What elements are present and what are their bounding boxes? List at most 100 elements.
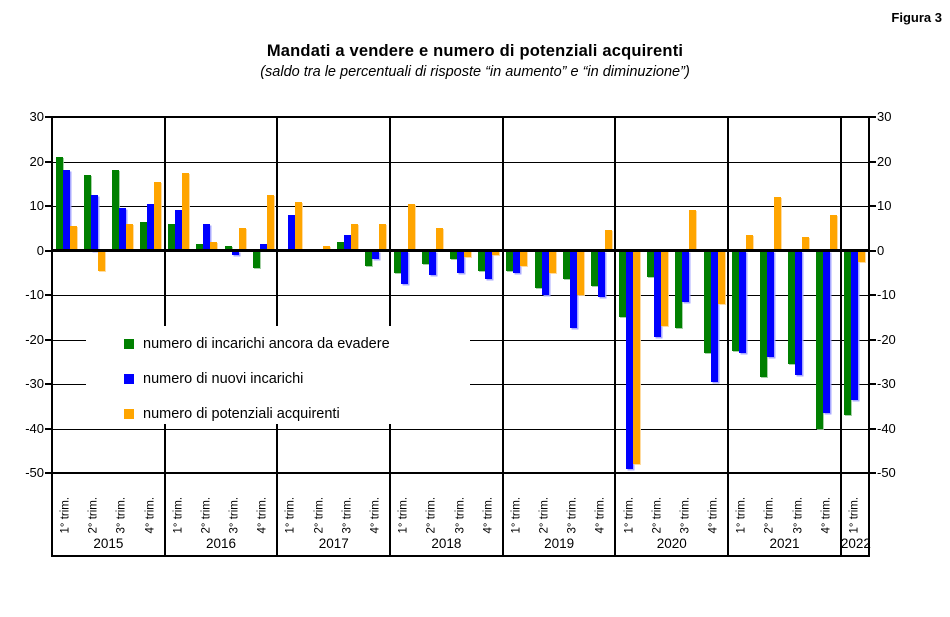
xtick-label-2016-q2: 2° trim. <box>200 496 213 534</box>
bar-potenziali-acquirenti-2018-q3 <box>464 250 471 258</box>
xtick-label-2022-q1: 1° trim. <box>848 496 861 534</box>
bar-incarichi-da-evadere-2017-q3 <box>337 241 345 251</box>
bar-potenziali-acquirenti-2021-q4 <box>830 214 838 251</box>
year-label-2020: 2020 <box>656 536 687 551</box>
ytick-label-right--10: -10 <box>877 287 896 302</box>
gridline-y20 <box>52 161 869 163</box>
xtick-label-2019-q3: 3° trim. <box>566 496 579 534</box>
bar-incarichi-da-evadere-2019-q2 <box>534 250 542 289</box>
bar-nuovi-incarichi-2021-q2 <box>766 250 774 358</box>
bar-potenziali-acquirenti-2017-q2 <box>323 246 331 251</box>
xtick-label-2019-q1: 1° trim. <box>510 496 523 534</box>
bar-incarichi-da-evadere-2017-q4 <box>365 250 373 267</box>
bar-potenziali-acquirenti-2020-q2 <box>661 250 669 327</box>
xtick-label-2017-q3: 3° trim. <box>341 496 354 534</box>
xtick-label-2015-q4: 4° trim. <box>144 496 157 534</box>
bar-nuovi-incarichi-2016-q4 <box>259 243 267 251</box>
bar-incarichi-da-evadere-2018-q1 <box>393 250 401 273</box>
bar-potenziali-acquirenti-2019-q1 <box>520 250 528 267</box>
bar-incarichi-da-evadere-2018-q2 <box>421 250 429 264</box>
bar-nuovi-incarichi-2020-q1 <box>626 250 634 469</box>
bar-incarichi-da-evadere-2022-q1 <box>844 250 852 416</box>
labelbox-border-bottom <box>51 555 870 557</box>
ytick-label-left--30: -30 <box>25 376 44 391</box>
xtick-label-2021-q2: 2° trim. <box>763 496 776 534</box>
ytick-label-left--10: -10 <box>25 287 44 302</box>
bar-potenziali-acquirenti-2018-q1 <box>407 203 415 251</box>
year-label-2021: 2021 <box>769 536 800 551</box>
gridline-y10 <box>52 206 869 207</box>
bar-nuovi-incarichi-2021-q4 <box>823 250 831 413</box>
year-divider-2019 <box>614 117 617 556</box>
xtick-label-2019-q4: 4° trim. <box>594 496 607 534</box>
year-label-2016: 2016 <box>206 536 237 551</box>
bar-incarichi-da-evadere-2019-q3 <box>562 250 570 280</box>
bar-incarichi-da-evadere-2016-q4 <box>252 250 260 269</box>
tick-right-y-20 <box>870 338 876 341</box>
xtick-label-2018-q3: 3° trim. <box>454 496 466 534</box>
bar-incarichi-da-evadere-2016-q3 <box>224 246 232 251</box>
bar-potenziali-acquirenti-2019-q4 <box>604 230 612 251</box>
legend-item-nuovi-incarichi: numero di nuovi incarichi <box>124 369 454 389</box>
tick-left-y-30 <box>45 383 51 385</box>
bar-nuovi-incarichi-2015-q3 <box>118 208 126 251</box>
xtick-label-2018-q1: 1° trim. <box>397 496 410 534</box>
legend-swatch-nuovi-incarichi <box>124 374 134 384</box>
tick-right-y0 <box>870 249 876 252</box>
bar-nuovi-incarichi-2022-q1 <box>851 250 859 400</box>
xtick-label-2018-q4: 4° trim. <box>482 496 495 534</box>
xtick-label-2021-q4: 4° trim. <box>820 496 833 534</box>
bar-incarichi-da-evadere-2015-q3 <box>111 170 119 251</box>
xtick-label-2021-q3: 3° trim. <box>792 496 805 534</box>
year-label-2015: 2015 <box>93 536 124 551</box>
bar-incarichi-da-evadere-2018-q3 <box>450 250 457 260</box>
bar-potenziali-acquirenti-2022-q1 <box>858 250 866 262</box>
year-divider-2020 <box>727 117 730 556</box>
bar-potenziali-acquirenti-2016-q2 <box>210 241 218 251</box>
ytick-label-left-20: 20 <box>29 153 44 169</box>
year-label-2019: 2019 <box>544 536 575 551</box>
bar-incarichi-da-evadere-2018-q4 <box>478 250 486 271</box>
xtick-label-2015-q1: 1° trim. <box>59 496 72 534</box>
tick-left-y-50 <box>45 472 51 474</box>
bar-potenziali-acquirenti-2020-q3 <box>689 210 697 251</box>
legend-item-potenziali-acquirenti: numero di potenziali acquirenti <box>124 404 454 424</box>
bar-nuovi-incarichi-2015-q2 <box>90 194 98 251</box>
bar-incarichi-da-evadere-2016-q2 <box>196 243 204 251</box>
bar-nuovi-incarichi-2019-q4 <box>597 250 605 298</box>
xtick-label-2020-q4: 4° trim. <box>707 496 720 534</box>
tick-right-y20 <box>870 160 876 163</box>
legend-item-incarichi-da-evadere: numero di incarichi ancora da evadere <box>124 334 454 354</box>
bar-nuovi-incarichi-2018-q4 <box>485 250 493 280</box>
tick-left-y10 <box>45 205 51 207</box>
figure-number-label: Figura 3 <box>891 10 942 25</box>
bar-potenziali-acquirenti-2017-q4 <box>379 223 387 251</box>
bar-nuovi-incarichi-2020-q2 <box>654 250 662 338</box>
xtick-label-2016-q4: 4° trim. <box>256 496 269 534</box>
xtick-label-2019-q2: 2° trim. <box>538 496 551 534</box>
xtick-label-2020-q3: 3° trim. <box>679 496 692 534</box>
bar-incarichi-da-evadere-2021-q2 <box>759 250 767 378</box>
bar-potenziali-acquirenti-2015-q2 <box>97 250 105 271</box>
bar-nuovi-incarichi-2017-q3 <box>344 234 352 251</box>
legend-label-incarichi-da-evadere: numero di incarichi ancora da evadere <box>143 336 390 352</box>
year-label-2018: 2018 <box>431 536 462 551</box>
year-label-2022: 2022 <box>840 536 871 551</box>
xtick-label-2015-q2: 2° trim. <box>87 496 100 534</box>
axis-left <box>51 116 53 557</box>
bar-incarichi-da-evadere-2019-q4 <box>590 250 598 287</box>
ytick-label-left-10: 10 <box>29 198 44 213</box>
bar-nuovi-incarichi-2021-q1 <box>738 250 746 353</box>
bar-potenziali-acquirenti-2018-q2 <box>435 228 443 251</box>
gridline-y-10 <box>52 295 869 296</box>
year-divider-2021 <box>839 117 842 556</box>
tick-left-y30 <box>45 116 51 118</box>
bar-potenziali-acquirenti-2021-q1 <box>745 234 753 251</box>
bar-incarichi-da-evadere-2015-q2 <box>83 174 91 251</box>
bar-incarichi-da-evadere-2020-q2 <box>647 250 655 278</box>
gridline-y-40 <box>52 428 869 430</box>
bar-nuovi-incarichi-2021-q3 <box>795 250 803 376</box>
bar-incarichi-da-evadere-2019-q1 <box>506 250 514 271</box>
